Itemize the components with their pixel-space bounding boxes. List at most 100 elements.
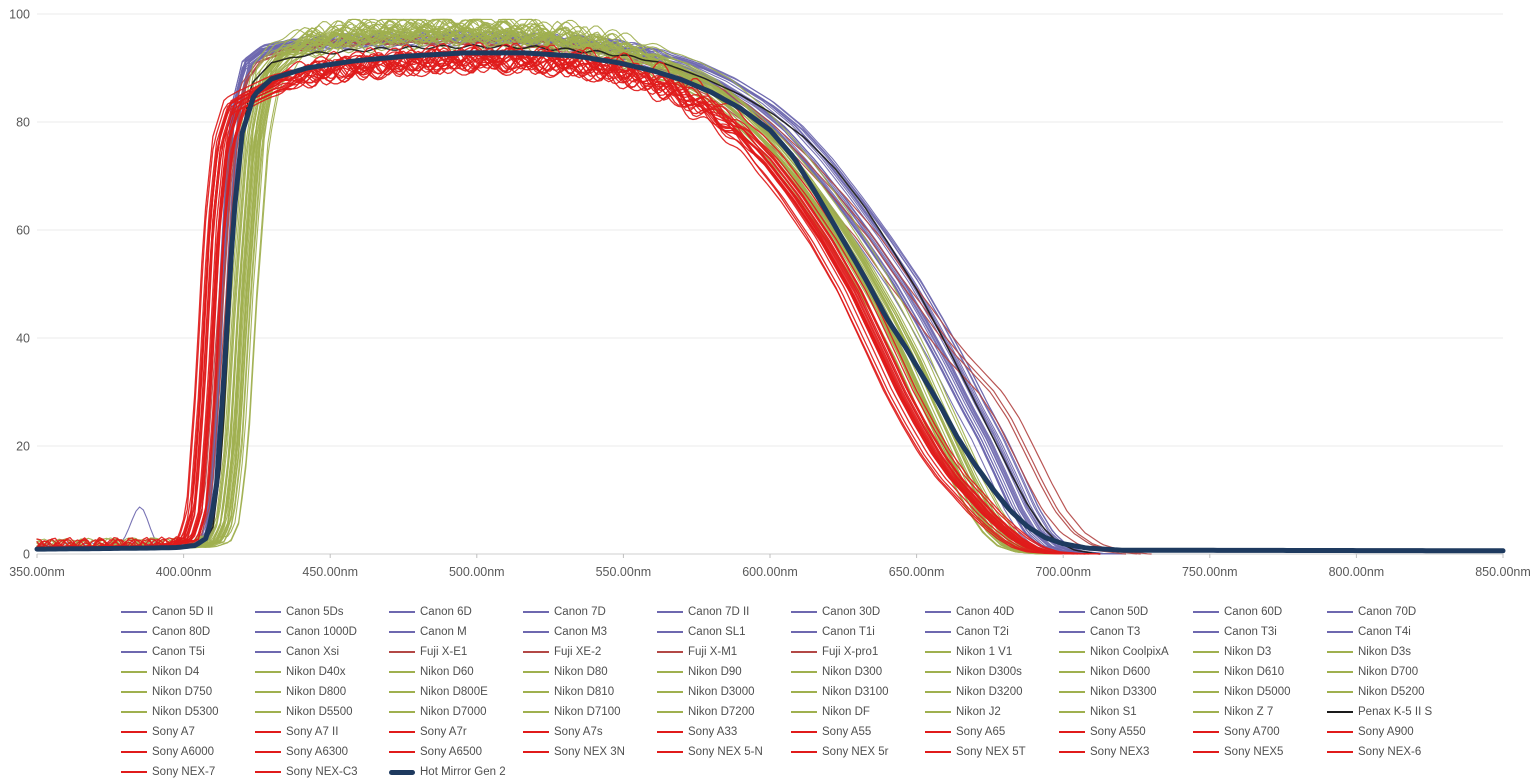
legend-item: Canon T4i: [1327, 622, 1461, 642]
x-axis-tick-label: 750.00nm: [1182, 565, 1238, 579]
legend-item: Canon 30D: [791, 602, 925, 622]
legend-swatch-canon: [791, 631, 817, 633]
legend-item: Penax K-5 II S: [1327, 702, 1461, 722]
legend-swatch-sony: [121, 771, 147, 773]
legend-swatch-canon: [791, 611, 817, 613]
legend-swatch-nikon: [523, 691, 549, 693]
legend-swatch-fuji: [657, 651, 683, 653]
legend-label: Nikon D3000: [688, 686, 755, 698]
legend-item: Sony A900: [1327, 722, 1461, 742]
legend-swatch-canon: [1327, 631, 1353, 633]
legend-swatch-nikon: [791, 691, 817, 693]
legend-label: Nikon D7000: [420, 706, 487, 718]
legend-item: Canon 50D: [1059, 602, 1193, 622]
legend-label: Nikon D750: [152, 686, 213, 698]
legend-item: Canon T3i: [1193, 622, 1327, 642]
legend-swatch-nikon: [389, 691, 415, 693]
legend-item: Nikon DF: [791, 702, 925, 722]
series-line-sony: [36, 47, 1094, 555]
x-axis-tick-label: 550.00nm: [596, 565, 652, 579]
legend-label: Nikon D40x: [286, 666, 346, 678]
legend-item: Nikon D3200: [925, 682, 1059, 702]
legend-item: Canon 5D II: [121, 602, 255, 622]
legend-label: Canon 7D: [554, 606, 606, 618]
legend-label: Nikon D5300: [152, 706, 219, 718]
legend-item: Nikon D600: [1059, 662, 1193, 682]
legend-swatch-nikon: [1327, 671, 1353, 673]
series-line-nikon: [36, 36, 1042, 555]
legend-label: Canon 7D II: [688, 606, 750, 618]
legend-label: Penax K-5 II S: [1358, 706, 1433, 718]
legend-item: Canon 7D: [523, 602, 657, 622]
legend-label: Sony NEX 5r: [822, 746, 889, 758]
legend-swatch-nikon: [925, 691, 951, 693]
legend-item: Sony A700: [1193, 722, 1327, 742]
legend-swatch-fuji: [389, 651, 415, 653]
legend-label: Sony NEX-C3: [286, 766, 358, 778]
legend-label: Nikon D7100: [554, 706, 621, 718]
y-axis-tick-label: 20: [16, 440, 30, 454]
legend-label: Canon 40D: [956, 606, 1015, 618]
legend-swatch-nikon: [1059, 651, 1085, 653]
legend-label: Nikon D5200: [1358, 686, 1425, 698]
legend-label: Nikon D800E: [420, 686, 488, 698]
legend-label: Canon 60D: [1224, 606, 1283, 618]
legend-item: Sony A65: [925, 722, 1059, 742]
legend-item: Canon 80D: [121, 622, 255, 642]
legend-item: Sony A6300: [255, 742, 389, 762]
legend-swatch-nikon: [255, 711, 281, 713]
legend-swatch-nikon: [657, 691, 683, 693]
legend-item: Canon M: [389, 622, 523, 642]
legend-swatch-nikon: [1327, 691, 1353, 693]
series-line-sony: [36, 50, 1075, 555]
legend-label: Canon T4i: [1358, 626, 1411, 638]
legend-label: Nikon Z 7: [1224, 706, 1274, 718]
legend-swatch-sony: [389, 731, 415, 733]
legend-item: Nikon D90: [657, 662, 791, 682]
legend-item: Nikon D7100: [523, 702, 657, 722]
legend-label: Canon 5Ds: [286, 606, 344, 618]
series-line-nikon: [36, 29, 1057, 555]
series-line-nikon: [36, 26, 1039, 555]
legend-label: Nikon D600: [1090, 666, 1151, 678]
legend-label: Sony A65: [956, 726, 1006, 738]
series-line-hotmirror: [34, 50, 1506, 554]
legend-swatch-canon: [255, 631, 281, 633]
legend-label: Sony NEX-7: [152, 766, 216, 778]
legend-label: Nikon D800: [286, 686, 347, 698]
legend-item: Fuji X-M1: [657, 642, 791, 662]
legend-label: Canon T1i: [822, 626, 875, 638]
legend-label: Nikon CoolpixA: [1090, 646, 1169, 658]
legend-label: Canon T2i: [956, 626, 1009, 638]
legend-swatch-pentax: [1327, 711, 1353, 713]
legend-item: Sony NEX-6: [1327, 742, 1461, 762]
legend-swatch-hotmirror: [389, 769, 415, 775]
legend-item: Fuji XE-2: [523, 642, 657, 662]
legend-label: Nikon 1 V1: [956, 646, 1013, 658]
legend-label: Canon M: [420, 626, 467, 638]
spectral-chart-svg: 350.00nm 400.00nm 450.00nm 500.00nm 550.00nm…: [9, 8, 1531, 580]
legend-swatch-sony: [1327, 731, 1353, 733]
legend-swatch-sony: [1059, 751, 1085, 753]
legend-swatch-sony: [791, 751, 817, 753]
legend-swatch-sony: [1193, 731, 1219, 733]
legend-swatch-sony: [657, 751, 683, 753]
legend-label: Canon 70D: [1358, 606, 1417, 618]
series-group-hotmirror: [34, 50, 1506, 554]
legend-item: Canon T2i: [925, 622, 1059, 642]
legend-item: Canon SL1: [657, 622, 791, 642]
legend-item: Canon 5Ds: [255, 602, 389, 622]
legend-swatch-canon: [389, 611, 415, 613]
series-line-pentax: [36, 44, 1101, 555]
legend-swatch-nikon: [791, 711, 817, 713]
legend-swatch-canon: [657, 631, 683, 633]
legend-item: Fuji X-E1: [389, 642, 523, 662]
legend-swatch-fuji: [523, 651, 549, 653]
legend-swatch-canon: [1059, 631, 1085, 633]
legend-label: Sony A55: [822, 726, 872, 738]
legend-label: Nikon D80: [554, 666, 608, 678]
legend-swatch-nikon: [791, 671, 817, 673]
legend-label: Nikon D3300: [1090, 686, 1157, 698]
legend-label: Nikon D610: [1224, 666, 1285, 678]
legend-swatch-nikon: [925, 711, 951, 713]
